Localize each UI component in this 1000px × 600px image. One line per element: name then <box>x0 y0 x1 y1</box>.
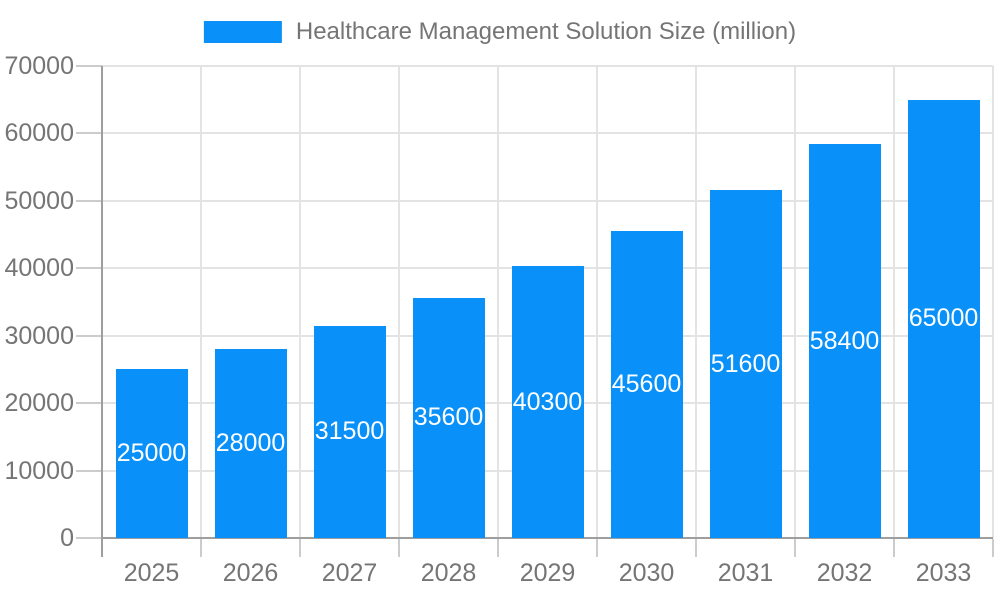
x-axis-tick-mark <box>893 539 895 557</box>
bar-value-label: 65000 <box>908 304 979 333</box>
gridline-vertical <box>299 66 301 538</box>
x-tick-label: 2032 <box>816 559 873 587</box>
x-axis-tick-mark <box>200 539 202 557</box>
gridline-vertical <box>695 66 697 538</box>
bar[interactable]: 28000 <box>214 349 287 538</box>
y-axis-tick-mark <box>76 334 102 337</box>
y-axis-tick-mark <box>76 469 102 472</box>
y-tick-label: 40000 <box>4 254 74 283</box>
gridline-vertical <box>992 66 994 538</box>
x-tick-label: 2031 <box>717 559 774 587</box>
bar-value-label: 25000 <box>116 439 187 468</box>
x-axis-line <box>101 537 993 539</box>
bar[interactable]: 31500 <box>313 325 386 538</box>
y-axis-tick-mark <box>76 402 102 405</box>
bar[interactable]: 35600 <box>412 297 485 538</box>
x-axis-tick-mark <box>695 539 697 557</box>
gridline-horizontal <box>102 132 993 135</box>
y-axis-tick-mark <box>76 537 102 539</box>
y-tick-label: 60000 <box>4 119 74 148</box>
y-tick-label: 0 <box>60 524 74 552</box>
gridline-vertical <box>398 66 400 538</box>
gridline-vertical <box>596 66 598 538</box>
gridline-horizontal <box>102 199 993 202</box>
y-tick-label: 20000 <box>4 389 74 418</box>
y-axis-tick-mark <box>76 132 102 135</box>
x-tick-label: 2026 <box>222 559 279 587</box>
bar-value-label: 51600 <box>710 349 781 378</box>
legend-item[interactable]: Healthcare Management Solution Size (mil… <box>203 18 797 45</box>
x-axis-tick-mark <box>596 539 598 557</box>
gridline-horizontal <box>102 65 993 67</box>
gridline-vertical <box>893 66 895 538</box>
bar[interactable]: 25000 <box>115 369 188 538</box>
bar-value-label: 45600 <box>611 369 682 398</box>
x-tick-label: 2028 <box>420 559 477 587</box>
legend-swatch <box>203 21 282 43</box>
gridline-vertical <box>794 66 796 538</box>
x-axis-tick-mark <box>299 539 301 557</box>
y-tick-label: 50000 <box>4 186 74 215</box>
y-tick-label: 30000 <box>4 321 74 350</box>
y-axis-line <box>101 66 103 557</box>
x-tick-label: 2027 <box>321 559 378 587</box>
y-axis-tick-mark <box>76 65 102 67</box>
y-axis-tick-mark <box>76 199 102 202</box>
gridline-vertical <box>200 66 202 538</box>
x-axis-tick-mark <box>497 539 499 557</box>
bar[interactable]: 51600 <box>709 190 782 538</box>
y-tick-label: 10000 <box>4 456 74 485</box>
x-tick-label: 2025 <box>123 559 180 587</box>
legend-series-label: Healthcare Management Solution Size (mil… <box>295 18 797 45</box>
x-tick-label: 2033 <box>915 559 972 587</box>
gridline-vertical <box>497 66 499 538</box>
x-axis-tick-mark <box>992 539 994 557</box>
bar[interactable]: 45600 <box>610 230 683 538</box>
bar[interactable]: 58400 <box>808 144 881 538</box>
bar-value-label: 40300 <box>512 387 583 416</box>
y-tick-label: 70000 <box>4 52 74 80</box>
bar[interactable]: 40300 <box>511 266 584 538</box>
bar-value-label: 58400 <box>809 326 880 355</box>
x-tick-label: 2030 <box>618 559 675 587</box>
y-axis-tick-mark <box>76 267 102 270</box>
x-tick-label: 2029 <box>519 559 576 587</box>
x-axis-tick-mark <box>794 539 796 557</box>
bar-value-label: 35600 <box>413 403 484 432</box>
bar-value-label: 31500 <box>314 417 385 446</box>
bar-value-label: 28000 <box>215 429 286 458</box>
x-axis-tick-mark <box>398 539 400 557</box>
bar[interactable]: 65000 <box>907 99 980 538</box>
